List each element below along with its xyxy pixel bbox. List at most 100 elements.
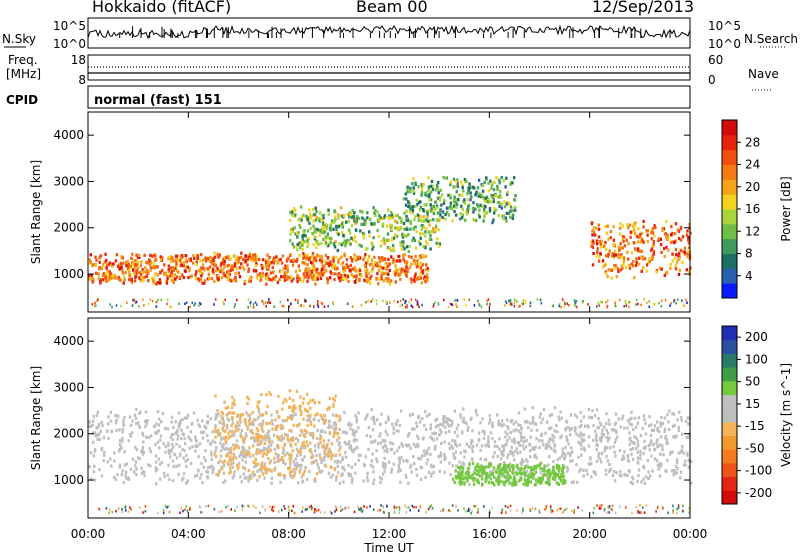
ground-scatter-cell: [399, 299, 402, 303]
data-cell: [129, 467, 133, 471]
data-cell: [94, 434, 97, 438]
data-cell: [337, 260, 340, 264]
data-cell: [247, 479, 250, 483]
data-cell: [108, 261, 112, 265]
data-cell: [219, 459, 222, 463]
data-cell: [405, 197, 408, 201]
data-cell: [315, 239, 318, 243]
data-cell: [537, 477, 541, 481]
data-cell: [235, 428, 239, 432]
data-cell: [286, 277, 289, 281]
data-cell: [315, 472, 319, 476]
data-cell: [302, 252, 305, 256]
data-cell: [590, 244, 593, 248]
data-cell: [548, 475, 552, 479]
colorbar-cell: [722, 380, 737, 395]
data-cell: [237, 465, 240, 469]
data-cell: [519, 431, 523, 435]
data-cell: [374, 213, 377, 218]
data-cell: [526, 475, 530, 479]
data-cell: [289, 218, 292, 222]
data-cell: [652, 242, 655, 247]
data-cell: [298, 433, 302, 437]
data-cell: [334, 424, 337, 428]
data-cell: [191, 421, 194, 425]
data-cell: [274, 275, 278, 279]
ground-scatter-cell: [672, 504, 674, 508]
data-cell: [296, 276, 299, 280]
data-cell: [583, 448, 587, 452]
data-cell: [108, 276, 111, 280]
data-cell: [426, 214, 429, 218]
data-cell: [355, 217, 359, 221]
data-cell: [177, 463, 181, 467]
ground-scatter-cell: [301, 510, 303, 513]
ground-scatter-cell: [393, 299, 395, 303]
data-cell: [521, 444, 524, 448]
data-cell: [142, 440, 145, 444]
data-cell: [420, 227, 423, 231]
data-cell: [303, 469, 306, 473]
data-cell: [408, 413, 412, 417]
data-cell: [484, 444, 487, 448]
ground-scatter-cell: [142, 298, 144, 301]
data-cell: [226, 417, 229, 421]
data-cell: [457, 471, 460, 475]
data-cell: [383, 257, 387, 261]
ground-scatter-cell: [227, 504, 229, 508]
ground-scatter-cell: [115, 510, 117, 513]
ground-scatter-cell: [549, 508, 552, 511]
data-cell: [186, 413, 190, 417]
data-cell: [344, 451, 347, 455]
data-cell: [267, 457, 270, 461]
ground-scatter-cell: [677, 506, 680, 509]
data-cell: [305, 269, 308, 273]
data-cell: [678, 268, 682, 272]
data-cell: [265, 452, 268, 457]
data-cell: [644, 445, 647, 449]
ground-scatter-cell: [189, 506, 191, 510]
data-cell: [559, 410, 562, 414]
ground-scatter-cell: [359, 508, 361, 511]
data-cell: [436, 424, 439, 428]
ground-scatter-cell: [334, 510, 336, 513]
data-cell: [263, 435, 266, 439]
data-cell: [247, 269, 250, 273]
data-cell: [260, 463, 263, 467]
data-cell: [262, 449, 265, 453]
data-cell: [349, 447, 353, 451]
data-cell: [493, 451, 496, 455]
data-cell: [277, 454, 280, 458]
data-cell: [634, 425, 638, 429]
data-cell: [595, 254, 598, 258]
data-cell: [303, 434, 307, 438]
data-cell: [155, 422, 158, 426]
data-cell: [547, 481, 550, 485]
data-cell: [293, 404, 296, 408]
data-cell: [544, 446, 547, 450]
ground-scatter-cell: [261, 299, 264, 303]
data-cell: [664, 436, 667, 440]
data-cell: [665, 438, 668, 442]
data-cell: [457, 198, 460, 202]
data-cell: [391, 442, 395, 446]
data-cell: [461, 183, 464, 188]
data-cell: [424, 410, 427, 414]
data-cell: [149, 450, 152, 454]
data-cell: [141, 268, 144, 272]
data-cell: [505, 470, 509, 474]
data-cell: [188, 266, 191, 271]
data-cell: [671, 240, 675, 244]
data-cell: [231, 415, 234, 420]
ground-scatter-cell: [351, 305, 354, 308]
data-cell: [182, 276, 185, 280]
data-cell: [221, 427, 224, 431]
data-cell: [268, 437, 271, 441]
data-cell: [688, 222, 691, 226]
data-cell: [632, 264, 635, 268]
data-cell: [299, 453, 302, 457]
data-cell: [492, 200, 495, 204]
data-cell: [455, 444, 459, 448]
data-cell: [565, 435, 568, 439]
data-cell: [299, 428, 303, 433]
